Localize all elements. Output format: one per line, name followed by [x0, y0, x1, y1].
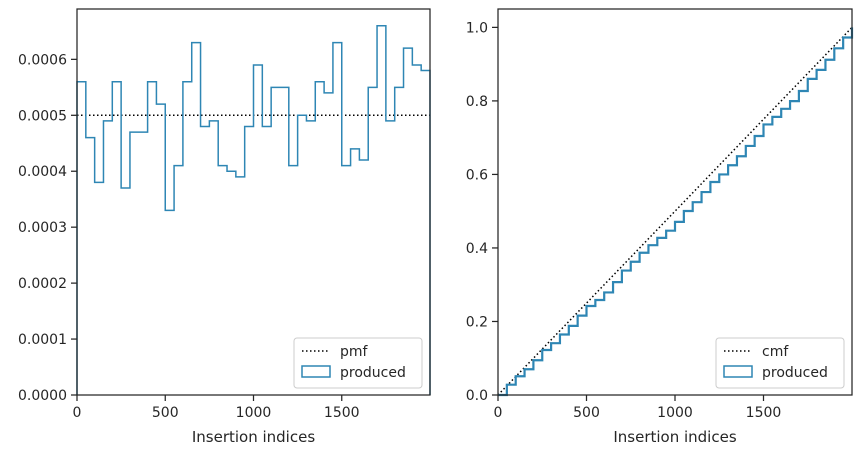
x-tick-label: 0: [494, 405, 503, 421]
x-tick-label: 500: [573, 405, 600, 421]
x-axis-label: Insertion indices: [613, 428, 736, 446]
chart-pmf-histogram: 0 500 1000 1500 0.0000 0.0001 0.0002 0.0003 0.00…: [18, 8, 431, 446]
y-tick-label: 0.0004: [18, 164, 67, 180]
legend-label-produced: produced: [762, 365, 828, 381]
x-tick-label: 1000: [657, 405, 693, 421]
y-tick-label: 0.2: [466, 314, 488, 330]
legend-swatch-produced: [723, 365, 753, 378]
legend-label-cmf: cmf: [762, 344, 789, 360]
x-tick-label: 1500: [324, 405, 360, 421]
y-tick-label: 0.0001: [18, 332, 67, 348]
x-tick-label: 1000: [236, 405, 272, 421]
y-tick-label: 0.4: [466, 241, 488, 257]
y-tick-label: 0.8: [466, 94, 488, 110]
legend: pmf produced: [293, 337, 423, 389]
series-produced: [76, 25, 431, 395]
legend-label-produced: produced: [340, 365, 406, 381]
series-produced: [498, 27, 854, 397]
legend-swatch-produced: [301, 365, 331, 378]
y-tick-label: 0.0006: [18, 52, 67, 68]
legend-label-pmf: pmf: [340, 344, 369, 360]
x-tick-label: 500: [152, 405, 179, 421]
x-tick-label: 0: [73, 405, 82, 421]
y-tick-label: 0.0005: [18, 108, 67, 124]
reference-line-cmf: [497, 26, 853, 396]
y-tick-label: 0.0000: [18, 388, 67, 404]
y-tick-label: 0.0003: [18, 220, 67, 236]
axes-frame: [497, 8, 853, 396]
y-tick-label: 0.0: [466, 388, 488, 404]
y-tick-label: 0.0002: [18, 276, 67, 292]
x-tick-label: 1500: [746, 405, 782, 421]
legend: cmf produced: [715, 337, 845, 389]
chart-cmf-cumulative: 0 500 1000 1500 0.0 0.2 0.4 0.6 0.8 1.0 Insertion …: [466, 8, 854, 446]
y-tick-label: 1.0: [466, 20, 488, 36]
x-axis-label: Insertion indices: [192, 428, 315, 446]
y-tick-label: 0.6: [466, 167, 488, 183]
